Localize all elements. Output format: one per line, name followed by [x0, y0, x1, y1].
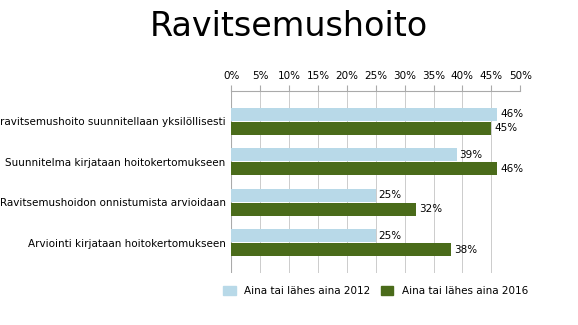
Bar — [231, 189, 376, 202]
Bar — [231, 229, 376, 242]
Text: 46%: 46% — [500, 110, 523, 120]
Legend: Aina tai lähes aina 2012, Aina tai lähes aina 2016: Aina tai lähes aina 2012, Aina tai lähes… — [219, 282, 532, 301]
Text: 46%: 46% — [500, 164, 523, 174]
Bar — [231, 243, 451, 256]
Bar — [231, 202, 416, 215]
Text: 38%: 38% — [454, 244, 477, 254]
Bar — [231, 149, 457, 162]
Text: 45%: 45% — [494, 123, 517, 133]
Bar — [231, 162, 497, 175]
Text: Ravitsemushoito: Ravitsemushoito — [150, 10, 428, 43]
Bar — [231, 122, 491, 135]
Text: 39%: 39% — [460, 150, 483, 160]
Text: 32%: 32% — [419, 204, 442, 214]
Text: 25%: 25% — [379, 190, 402, 200]
Bar — [231, 108, 497, 121]
Text: 25%: 25% — [379, 231, 402, 241]
